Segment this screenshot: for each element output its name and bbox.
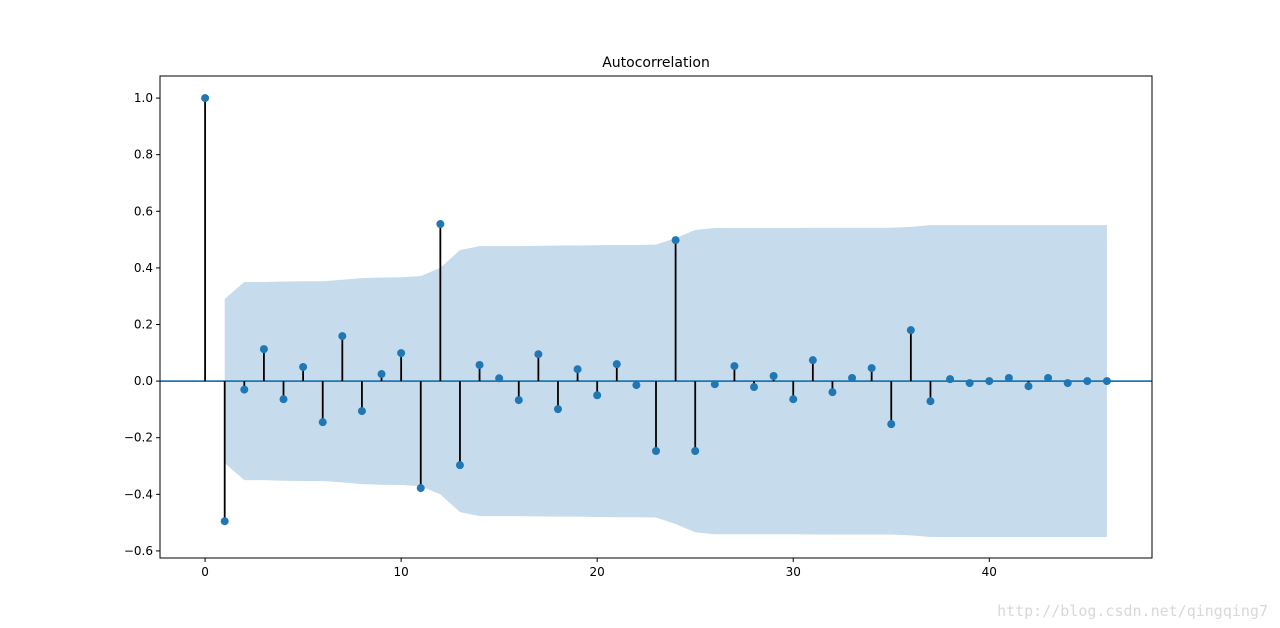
y-tick-label: 0.0: [134, 374, 153, 388]
stem-marker-lag-30: [789, 395, 798, 404]
stems-layer: [201, 94, 1111, 526]
chart-title: Autocorrelation: [602, 55, 710, 71]
stem-marker-lag-39: [965, 379, 974, 388]
y-tick-label: 0.4: [134, 261, 153, 275]
stem-marker-lag-35: [887, 420, 896, 429]
stem-marker-lag-38: [946, 375, 955, 384]
stem-marker-lag-22: [632, 381, 641, 390]
y-tick-label: 0.8: [134, 148, 153, 162]
stem-marker-lag-0: [201, 94, 210, 103]
stem-marker-lag-37: [926, 397, 935, 406]
stem-marker-lag-16: [514, 396, 523, 405]
stem-marker-lag-27: [730, 362, 739, 371]
stem-marker-lag-26: [710, 380, 719, 389]
stem-marker-lag-9: [377, 370, 386, 379]
stem-marker-lag-44: [1063, 379, 1072, 388]
stem-marker-lag-8: [357, 407, 366, 416]
stem-marker-lag-34: [867, 364, 876, 373]
stem-marker-lag-13: [455, 461, 464, 470]
stem-marker-lag-10: [397, 349, 406, 358]
x-tick-label: 40: [982, 565, 997, 579]
y-tick-label: −0.6: [124, 544, 153, 558]
stem-marker-lag-4: [279, 395, 288, 404]
stem-marker-lag-3: [259, 345, 268, 354]
stem-marker-lag-1: [220, 517, 229, 526]
stem-marker-lag-36: [906, 326, 915, 335]
x-tick-label: 20: [590, 565, 605, 579]
watermark: http://blog.csdn.net/qingqing7: [997, 602, 1268, 620]
stem-marker-lag-29: [769, 372, 778, 381]
stem-marker-lag-19: [573, 365, 582, 374]
y-tick-label: −0.4: [124, 487, 153, 501]
stem-marker-lag-14: [475, 360, 484, 369]
stem-marker-lag-6: [318, 418, 327, 427]
y-tick-label: 0.2: [134, 318, 153, 332]
stem-marker-lag-5: [299, 362, 308, 371]
y-tick-label: −0.2: [124, 431, 153, 445]
x-tick-label: 0: [201, 565, 209, 579]
stem-marker-lag-42: [1024, 382, 1033, 391]
x-tick-label: 30: [786, 565, 801, 579]
stem-marker-lag-25: [691, 447, 700, 456]
stem-marker-lag-15: [495, 374, 504, 383]
stem-marker-lag-11: [416, 484, 425, 493]
y-tick-label: 0.6: [134, 204, 153, 218]
stem-marker-lag-43: [1044, 373, 1053, 382]
stem-marker-lag-24: [671, 236, 680, 245]
stem-marker-lag-7: [338, 332, 347, 341]
stem-marker-lag-18: [553, 405, 562, 414]
stem-marker-lag-40: [985, 377, 994, 386]
stem-marker-lag-17: [534, 350, 543, 359]
stem-marker-lag-12: [436, 220, 445, 229]
stem-marker-lag-46: [1102, 377, 1111, 386]
stem-marker-lag-41: [1004, 373, 1013, 382]
axes-layer: 0 10 20 30 40 −0.6 −0.4 −0.2 0.0 0.2 0.4 0.6 0.8 1.0: [124, 75, 1153, 579]
stem-marker-lag-2: [240, 385, 249, 394]
stem-marker-lag-45: [1083, 377, 1092, 386]
x-tick-label: 10: [393, 565, 408, 579]
stem-marker-lag-28: [750, 383, 759, 392]
stem-marker-lag-21: [612, 360, 621, 369]
stem-marker-lag-33: [848, 373, 857, 382]
stem-marker-lag-23: [652, 447, 660, 456]
y-tick-label: 1.0: [134, 91, 153, 105]
stem-marker-lag-31: [808, 356, 817, 365]
stem-marker-lag-32: [828, 388, 837, 397]
plot-frame: [159, 75, 1153, 559]
stem-marker-lag-20: [593, 391, 602, 400]
